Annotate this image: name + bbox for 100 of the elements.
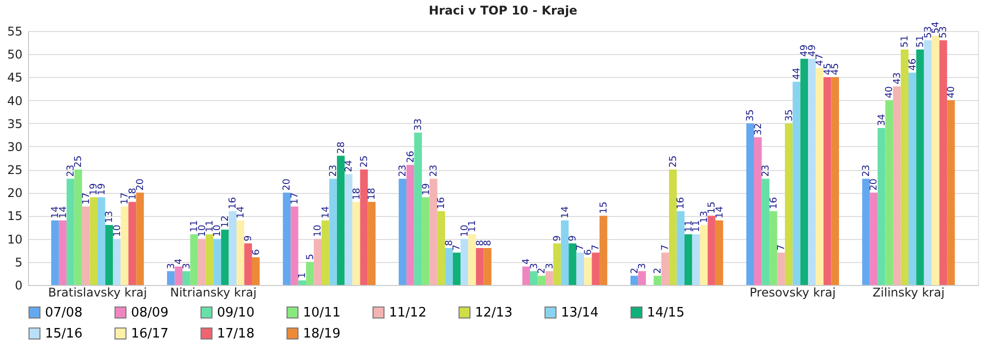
data-label: 8 bbox=[482, 240, 494, 246]
bar bbox=[638, 271, 646, 285]
legend-label: 11/12 bbox=[389, 306, 426, 321]
y-tick-label: 5 bbox=[14, 255, 22, 270]
data-label: 44 bbox=[791, 68, 802, 80]
data-label: 7 bbox=[590, 244, 602, 251]
legend-label: 14/15 bbox=[647, 306, 684, 321]
bar bbox=[708, 216, 716, 285]
bar bbox=[878, 128, 886, 285]
bar bbox=[452, 252, 461, 285]
data-label: 43 bbox=[892, 72, 903, 84]
legend-label: 16/17 bbox=[131, 326, 168, 342]
bar bbox=[538, 276, 546, 285]
data-label: 34 bbox=[876, 114, 888, 126]
data-label: 25 bbox=[358, 155, 370, 168]
y-tick-label: 55 bbox=[7, 24, 22, 38]
data-label: 20 bbox=[282, 178, 293, 191]
bar bbox=[51, 220, 59, 285]
data-label: 40 bbox=[884, 86, 896, 98]
bar bbox=[560, 220, 569, 285]
data-label: 25 bbox=[668, 155, 679, 168]
data-label: 5 bbox=[304, 254, 316, 260]
bar bbox=[244, 243, 252, 285]
bar bbox=[352, 202, 360, 285]
data-label: 9 bbox=[243, 235, 254, 242]
bar bbox=[924, 40, 932, 285]
data-label: 15 bbox=[598, 202, 610, 214]
data-label: 4 bbox=[521, 258, 532, 265]
bar bbox=[684, 234, 692, 285]
bar bbox=[430, 178, 438, 285]
y-tick-label: 50 bbox=[7, 48, 22, 62]
bar bbox=[398, 178, 406, 285]
bar bbox=[414, 132, 422, 285]
bar bbox=[221, 230, 229, 285]
legend-label: 08/09 bbox=[131, 306, 168, 321]
bar bbox=[98, 197, 106, 285]
data-label: 16 bbox=[436, 197, 448, 210]
bar bbox=[112, 238, 121, 285]
legend-label: 15/16 bbox=[45, 326, 82, 342]
data-label: 11 bbox=[467, 220, 478, 232]
y-tick-label: 35 bbox=[7, 116, 22, 131]
data-label: 19 bbox=[420, 183, 432, 196]
bar bbox=[484, 248, 492, 285]
data-label: 13 bbox=[104, 210, 116, 223]
data-label: 46 bbox=[907, 58, 918, 71]
data-label: 18 bbox=[351, 188, 362, 200]
data-label: 47 bbox=[814, 54, 826, 66]
bar bbox=[282, 192, 291, 285]
y-tick-label: 45 bbox=[7, 70, 22, 85]
data-label: 20 bbox=[868, 178, 880, 191]
data-label: 35 bbox=[784, 109, 795, 122]
bar bbox=[476, 248, 484, 285]
data-label: 3 bbox=[637, 263, 648, 270]
bar bbox=[198, 238, 206, 285]
bar bbox=[190, 234, 198, 285]
bar bbox=[368, 202, 376, 285]
data-label: 9 bbox=[552, 235, 564, 242]
bar bbox=[676, 211, 685, 285]
bar bbox=[769, 211, 778, 285]
bar bbox=[82, 206, 90, 285]
bar bbox=[692, 234, 700, 285]
bar bbox=[715, 220, 724, 285]
data-label: 9 bbox=[568, 235, 579, 242]
data-label: 33 bbox=[413, 118, 424, 131]
bar bbox=[784, 123, 793, 285]
bar bbox=[206, 234, 214, 285]
data-label: 8 bbox=[444, 240, 455, 246]
data-label: 12 bbox=[220, 215, 231, 228]
bar bbox=[545, 271, 554, 285]
bar bbox=[816, 68, 824, 285]
data-label: 14 bbox=[235, 206, 246, 218]
data-label: 2 bbox=[629, 268, 640, 274]
bar bbox=[800, 58, 808, 285]
data-label: 40 bbox=[946, 86, 957, 98]
data-label: 28 bbox=[336, 142, 347, 154]
data-label: 18 bbox=[366, 188, 378, 200]
data-label: 2 bbox=[652, 268, 664, 274]
bar bbox=[862, 178, 870, 285]
data-label: 24 bbox=[344, 160, 355, 172]
bar bbox=[824, 77, 832, 285]
bar bbox=[568, 243, 576, 285]
bar bbox=[228, 211, 237, 285]
bar bbox=[600, 216, 608, 285]
data-label: 3 bbox=[528, 263, 540, 270]
bar bbox=[700, 224, 708, 285]
bar bbox=[808, 58, 816, 285]
data-label: 26 bbox=[405, 150, 416, 163]
bar bbox=[58, 220, 67, 285]
bar bbox=[406, 164, 414, 285]
bar bbox=[893, 86, 901, 285]
bar bbox=[252, 257, 260, 285]
bar bbox=[336, 156, 345, 285]
y-tick-label: 15 bbox=[7, 209, 22, 224]
data-label: 45 bbox=[830, 63, 842, 76]
data-label: 19 bbox=[96, 183, 108, 196]
legend-label: 07/08 bbox=[45, 306, 82, 321]
bar bbox=[120, 206, 128, 285]
y-tick-label: 20 bbox=[7, 186, 22, 200]
bar bbox=[290, 206, 298, 285]
bar bbox=[669, 170, 677, 285]
